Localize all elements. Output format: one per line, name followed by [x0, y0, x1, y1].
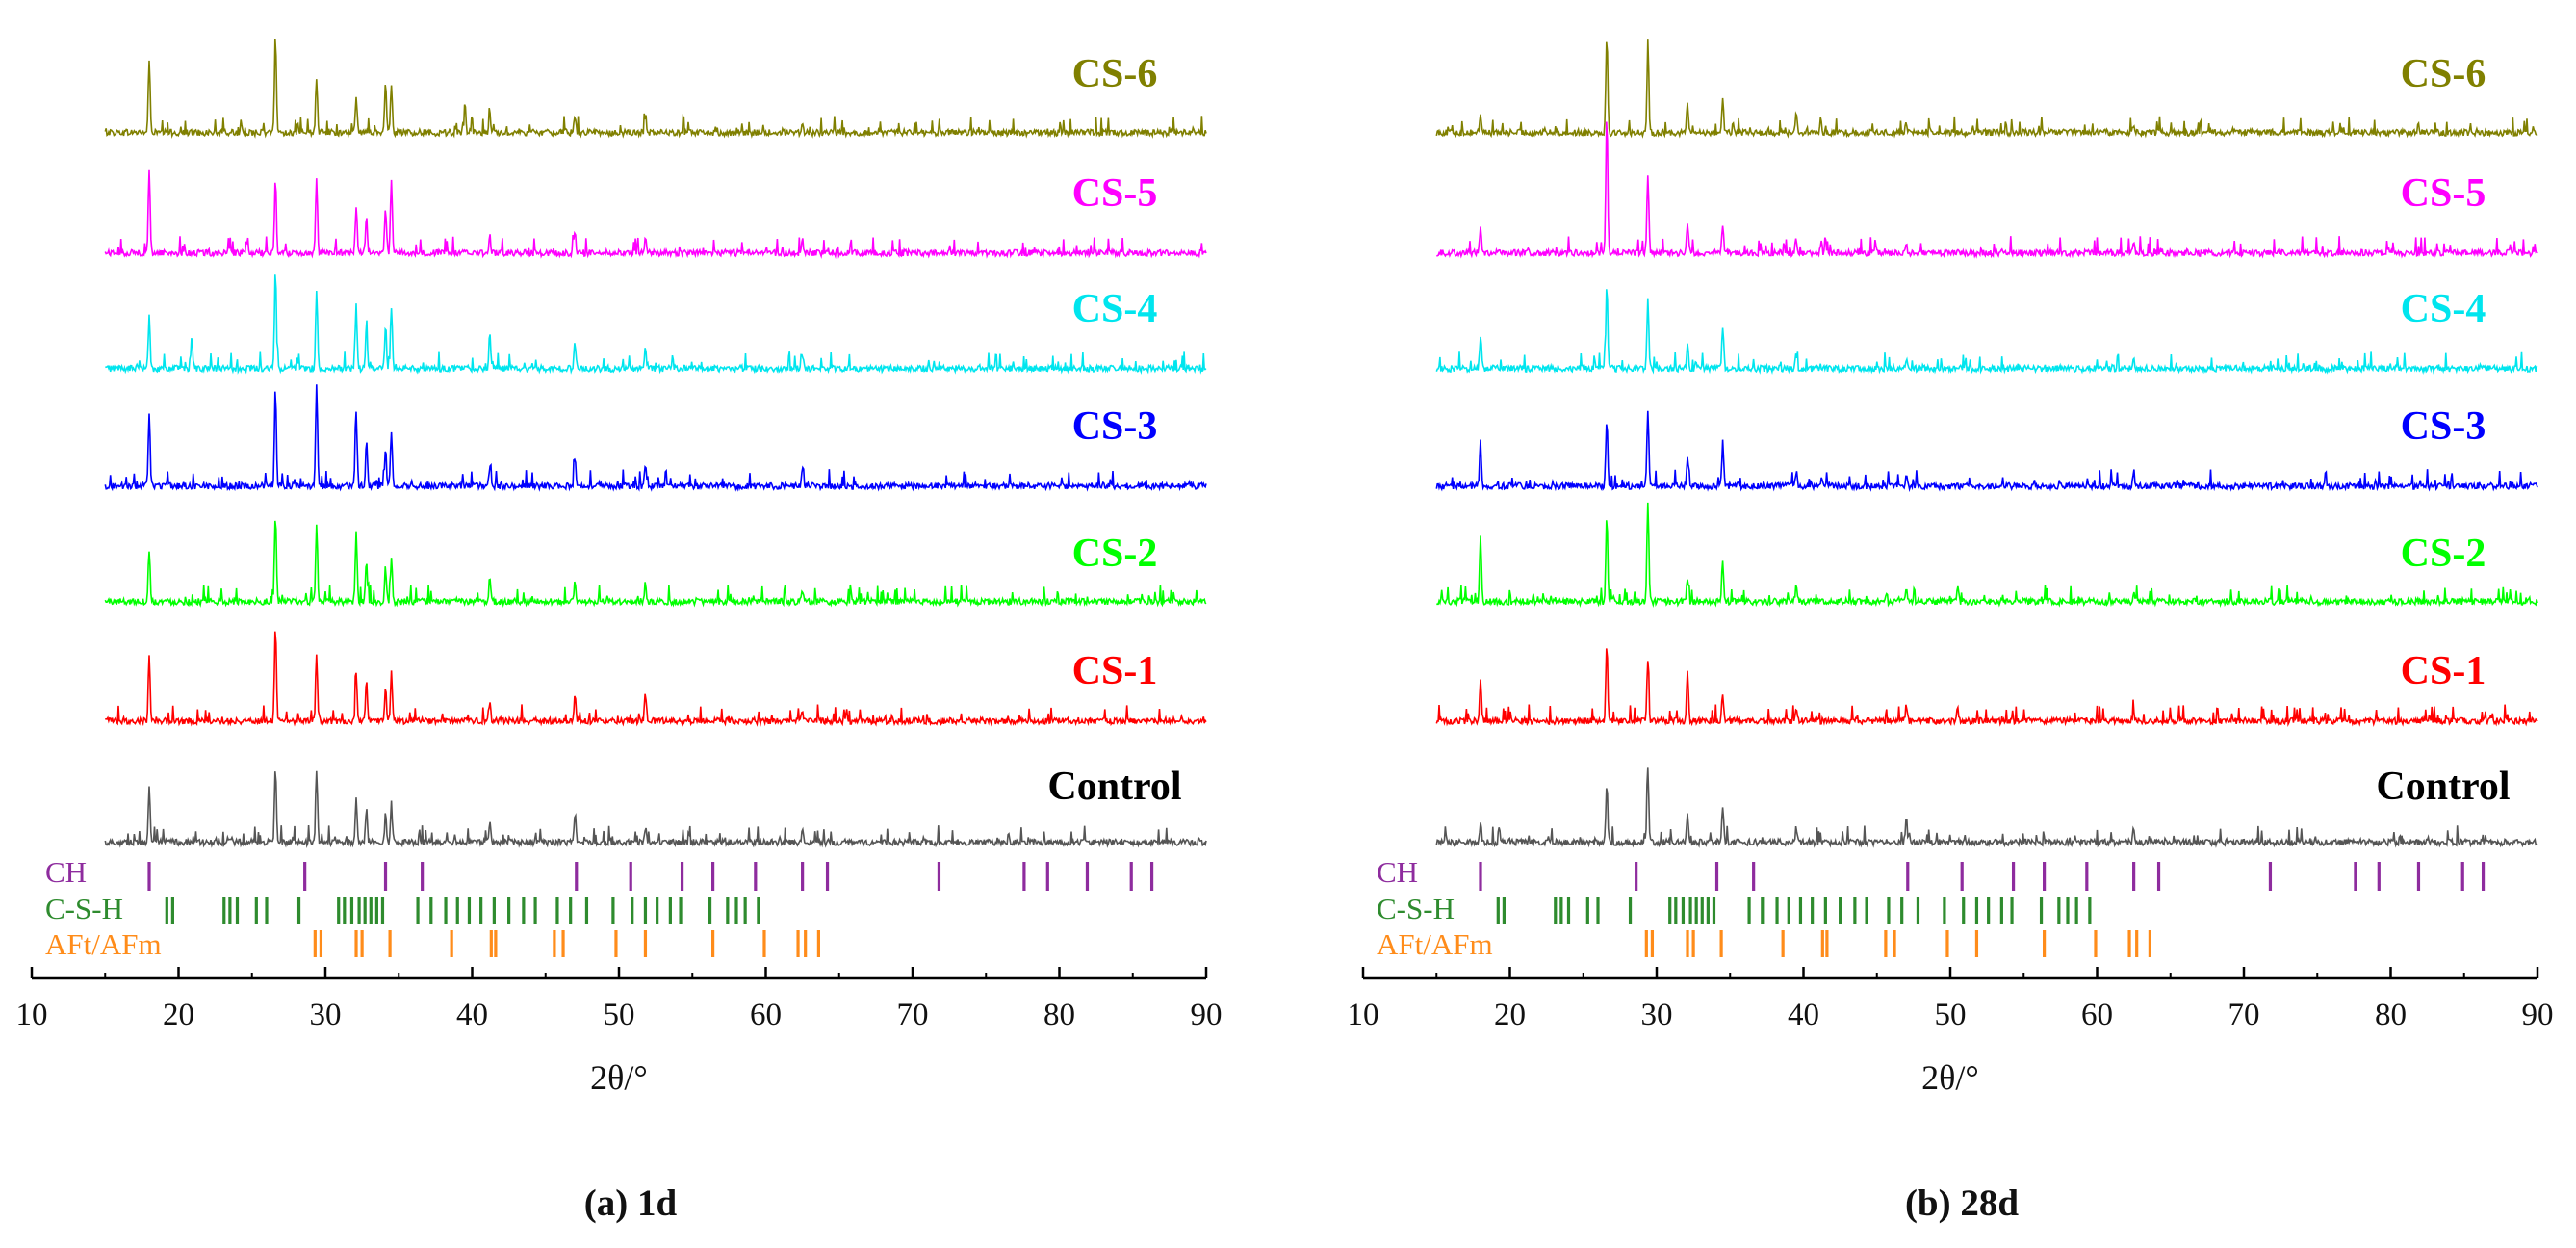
series-label-cs-5: CS-5: [1072, 171, 1158, 216]
x-tick-label: 40: [456, 998, 488, 1032]
series-label-cs-5: CS-5: [2401, 171, 2486, 216]
x-tick-label: 10: [1348, 998, 1379, 1032]
series-line-cs-6: [104, 39, 1207, 140]
series-line-cs-4: [105, 274, 1207, 375]
series-label-cs-3: CS-3: [1072, 404, 1158, 449]
x-tick-label: 60: [750, 998, 782, 1032]
series-label-cs-4: CS-4: [1072, 287, 1158, 331]
x-tick-label: 50: [1935, 998, 1967, 1032]
ref-label-ch: CH: [45, 855, 87, 889]
series-label-cs-4: CS-4: [2401, 287, 2486, 331]
panel-caption: (b) 28d: [1905, 1183, 2019, 1224]
x-tick-label: 80: [2375, 998, 2407, 1032]
x-tick-label: 90: [2522, 998, 2554, 1032]
series-label-cs-6: CS-6: [1072, 52, 1158, 96]
series-line-cs-6: [1435, 39, 2538, 139]
x-tick-label: 80: [1043, 998, 1075, 1032]
ref-label-ch: CH: [1377, 855, 1418, 889]
panel-28d: CS-6 CS-5 CS-4 CS-3 CS-2 CS-1 Control CHC-S-HAF…: [1348, 39, 2554, 1224]
x-tick-label: 40: [1788, 998, 1819, 1032]
x-tick-label: 20: [1494, 998, 1526, 1032]
x-tick-label: 90: [1191, 998, 1223, 1032]
series-line-cs-4: [1435, 289, 2538, 376]
series-line-cs-2: [104, 520, 1207, 608]
series-line-cs-2: [1436, 502, 2538, 609]
series-line-cs-1: [104, 631, 1207, 727]
series-line-cs-5: [1436, 121, 2538, 259]
series-label-cs-3: CS-3: [2401, 404, 2486, 449]
series-line-cs-3: [1435, 410, 2538, 493]
series-label-control: Control: [1047, 765, 1181, 809]
x-tick-label: 30: [310, 998, 342, 1032]
ref-label-c-s-h: C-S-H: [45, 892, 123, 925]
series-label-cs-1: CS-1: [2401, 649, 2486, 693]
series-label-cs-2: CS-2: [1072, 532, 1158, 576]
series-line-cs-5: [104, 169, 1207, 260]
series-line-control: [104, 770, 1207, 848]
x-tick-label: 70: [897, 998, 929, 1032]
series-label-cs-2: CS-2: [2401, 532, 2486, 576]
x-tick-label: 70: [2228, 998, 2260, 1032]
x-tick-label: 60: [2081, 998, 2113, 1032]
x-axis-title: 2θ/°: [1921, 1058, 1979, 1097]
series-label-cs-6: CS-6: [2401, 52, 2486, 96]
ref-label-aft-afm: AFt/AFm: [1377, 927, 1493, 961]
series-line-cs-1: [1435, 648, 2538, 727]
series-line-control: [1435, 767, 2538, 848]
x-tick-label: 20: [163, 998, 194, 1032]
x-axis-title: 2θ/°: [590, 1058, 648, 1097]
x-tick-label: 50: [604, 998, 635, 1032]
ref-label-aft-afm: AFt/AFm: [45, 927, 162, 961]
series-label-control: Control: [2376, 765, 2510, 809]
series-line-cs-3: [104, 384, 1207, 492]
panel-caption: (a) 1d: [584, 1183, 678, 1224]
x-tick-label: 10: [16, 998, 48, 1032]
ref-label-c-s-h: C-S-H: [1377, 892, 1455, 925]
series-label-cs-1: CS-1: [1072, 649, 1158, 693]
panel-1d: CS-6 CS-5 CS-4 CS-3 CS-2 CS-1 Control CHC-S-HAF…: [16, 39, 1223, 1224]
x-tick-label: 30: [1641, 998, 1673, 1032]
